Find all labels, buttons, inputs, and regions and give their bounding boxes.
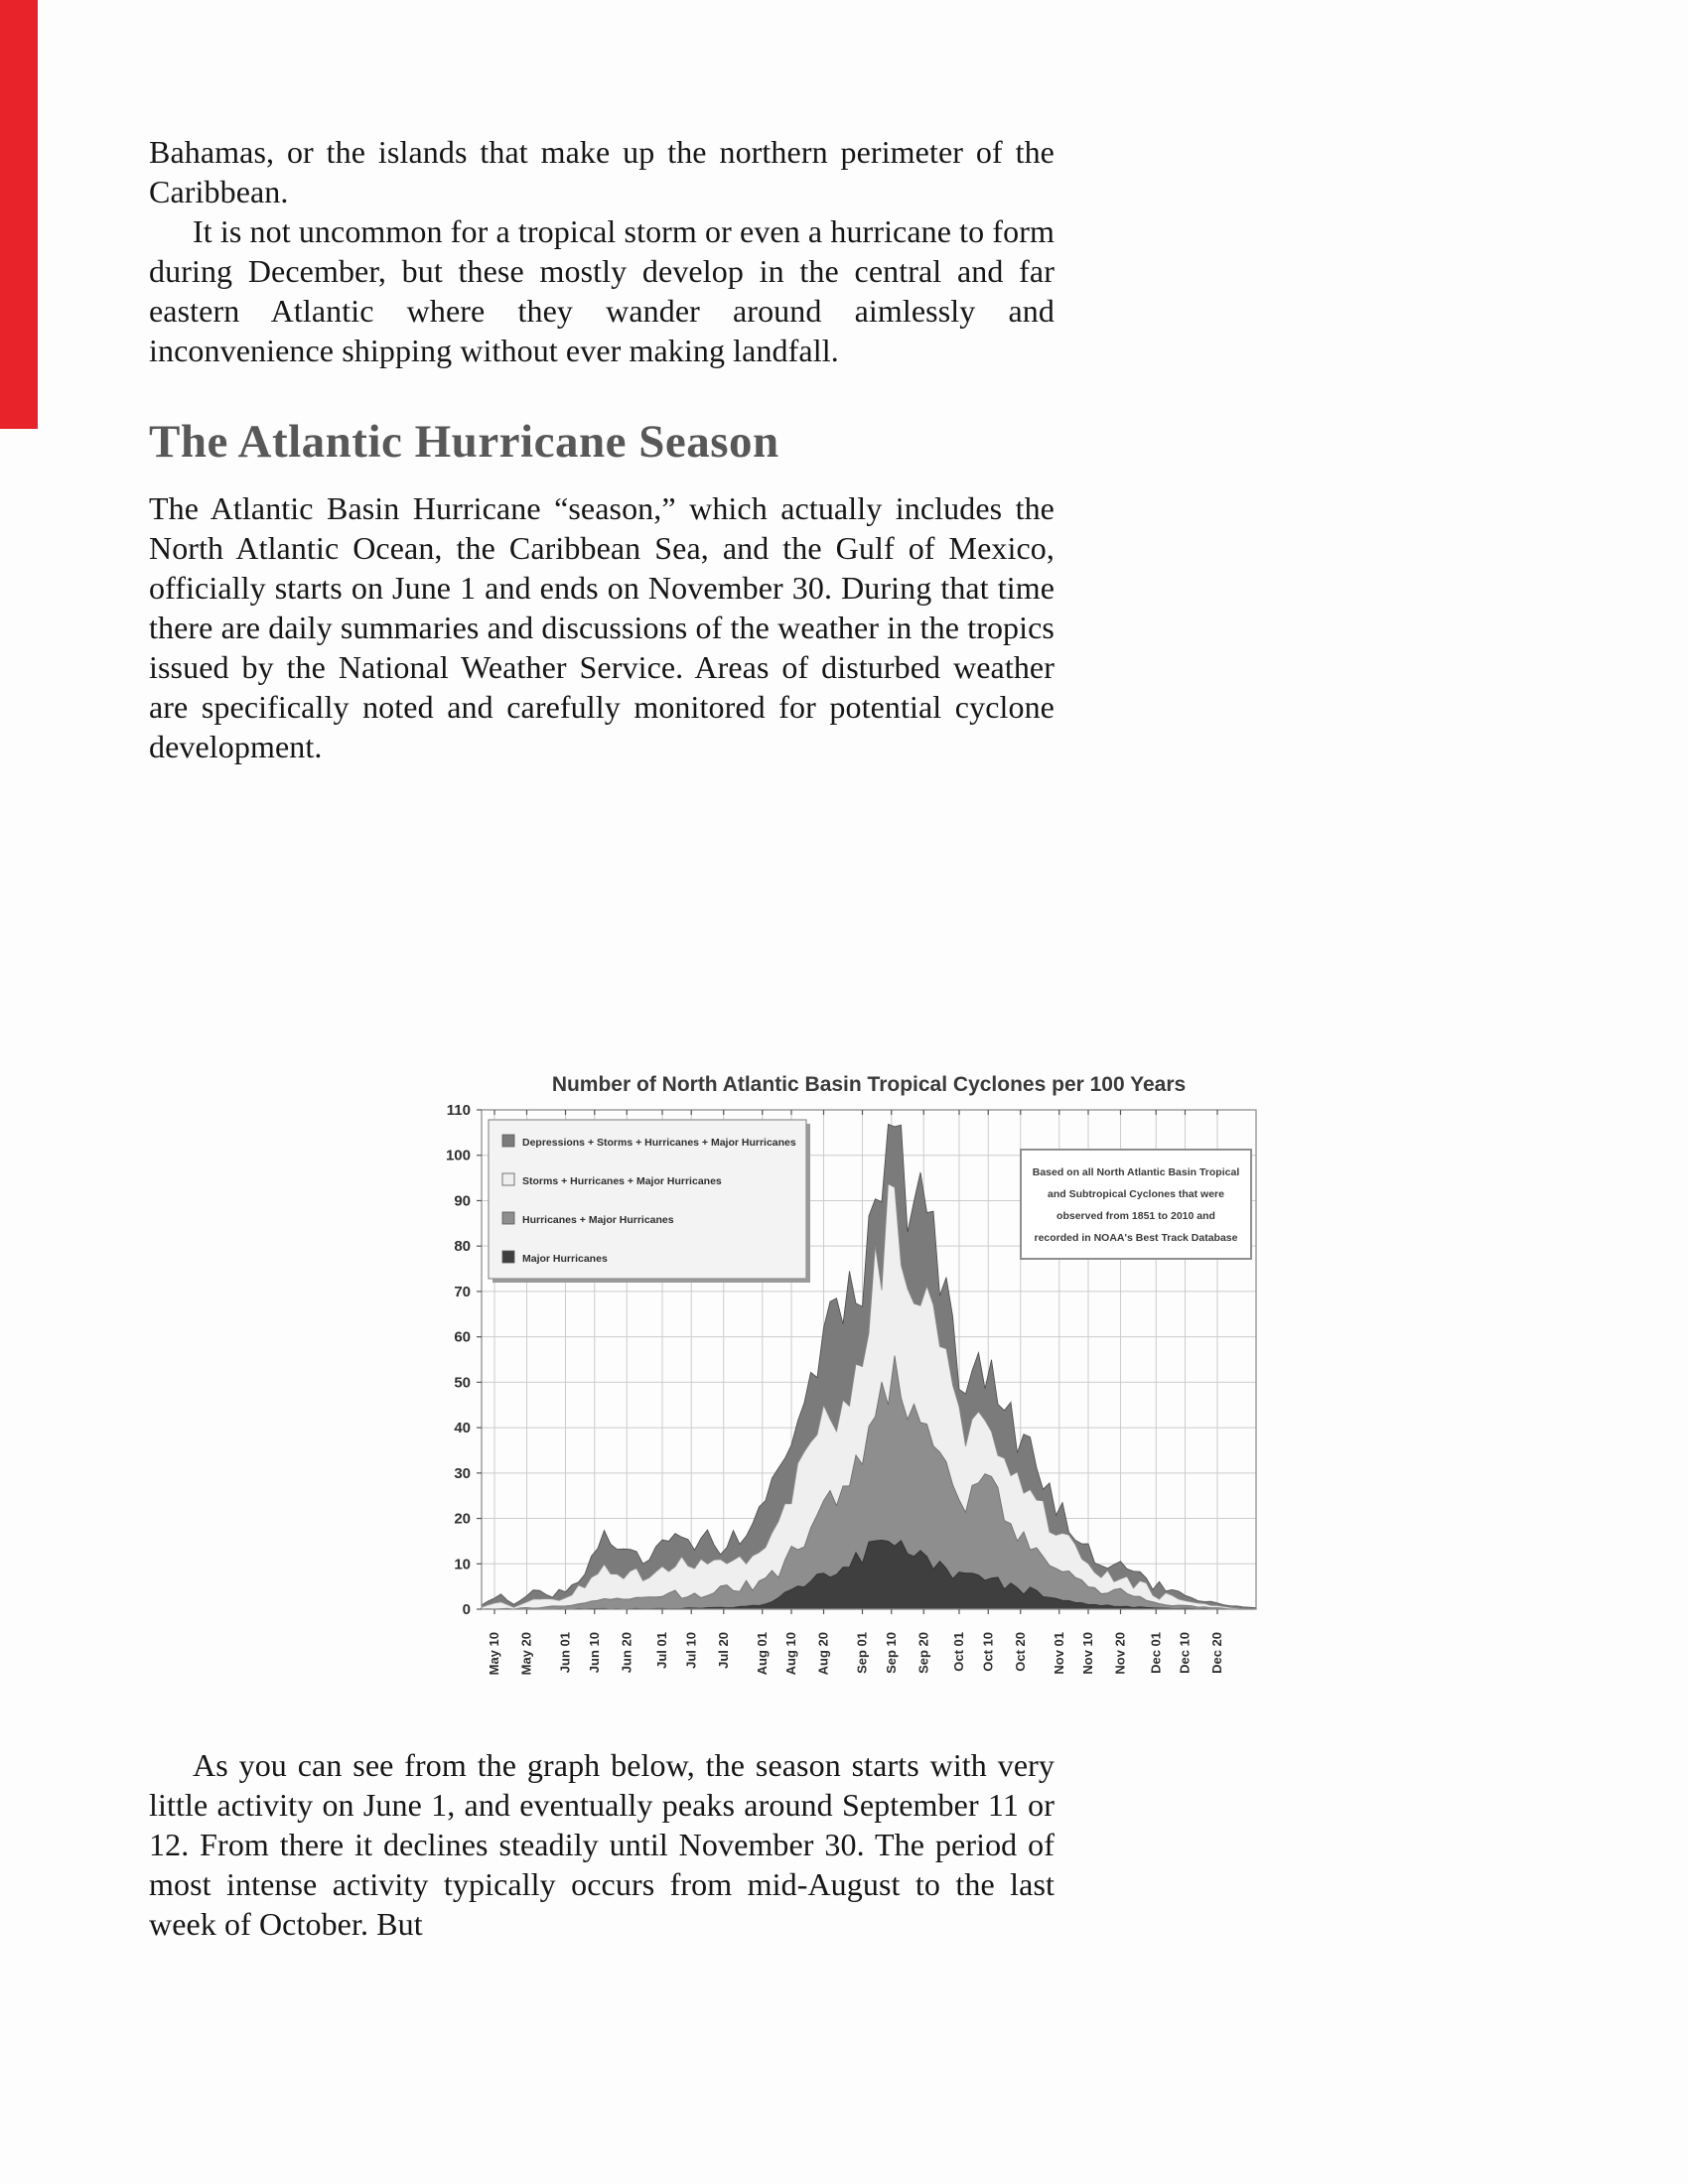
svg-text:Aug 01: Aug 01 [755,1632,770,1675]
svg-text:10: 10 [454,1556,471,1572]
paragraph-december-storms: It is not uncommon for a tropical storm … [149,213,1055,368]
svg-text:Sep 10: Sep 10 [884,1632,899,1674]
svg-text:Major Hurricanes: Major Hurricanes [522,1253,608,1265]
svg-text:Jul 10: Jul 10 [683,1632,698,1669]
svg-text:May 10: May 10 [487,1632,501,1675]
svg-text:Nov 10: Nov 10 [1080,1632,1095,1675]
svg-text:20: 20 [454,1511,471,1528]
svg-text:60: 60 [454,1329,471,1346]
svg-text:Sep 20: Sep 20 [915,1632,930,1674]
svg-text:Jun 01: Jun 01 [558,1632,573,1673]
svg-text:Jul 20: Jul 20 [716,1632,731,1669]
svg-text:Dec 20: Dec 20 [1209,1632,1224,1674]
svg-text:50: 50 [454,1374,471,1391]
svg-text:90: 90 [454,1192,471,1209]
paragraph-bahamas: Bahamas, or the islands that make up the… [149,134,1055,209]
svg-text:Storms + Hurricanes + Major Hu: Storms + Hurricanes + Major Hurricanes [522,1175,722,1187]
svg-text:40: 40 [454,1420,471,1436]
svg-text:Number of North Atlantic Basin: Number of North Atlantic Basin Tropical … [552,1073,1186,1096]
svg-text:Jun 20: Jun 20 [619,1632,633,1673]
svg-text:recorded in NOAA's Best Track: recorded in NOAA's Best Track Database [1035,1232,1238,1244]
svg-text:0: 0 [463,1601,471,1618]
svg-text:Oct 10: Oct 10 [980,1632,995,1672]
svg-text:Oct 01: Oct 01 [951,1632,966,1672]
svg-text:Aug 10: Aug 10 [783,1632,798,1675]
svg-text:Aug 20: Aug 20 [816,1632,831,1675]
paragraph-season-summary: As you can see from the graph below, the… [149,1747,1055,1942]
svg-text:Based on all North Atlantic Ba: Based on all North Atlantic Basin Tropic… [1033,1166,1240,1178]
svg-text:and Subtropical Cyclones that: and Subtropical Cyclones that were [1048,1188,1224,1200]
svg-text:Nov 20: Nov 20 [1113,1632,1128,1675]
svg-text:80: 80 [454,1238,471,1255]
svg-text:110: 110 [447,1102,471,1119]
svg-text:Jul 01: Jul 01 [654,1632,669,1669]
svg-text:Depressions + Storms + Hurrica: Depressions + Storms + Hurricanes + Majo… [522,1137,796,1149]
svg-text:Nov 01: Nov 01 [1052,1632,1066,1675]
svg-text:100: 100 [446,1148,471,1164]
svg-text:Dec 01: Dec 01 [1148,1632,1163,1674]
svg-text:Oct 20: Oct 20 [1013,1632,1028,1672]
section-heading: The Atlantic Hurricane Season [149,416,779,468]
svg-text:May 20: May 20 [519,1632,534,1675]
paragraph-season-definition: The Atlantic Basin Hurricane “season,” w… [149,490,1055,764]
svg-text:30: 30 [454,1465,471,1482]
bookmark-ribbon[interactable] [0,0,38,429]
svg-text:Jun 10: Jun 10 [587,1632,602,1673]
svg-text:Sep 01: Sep 01 [855,1632,870,1674]
cyclone-chart: Number of North Atlantic Basin Tropical … [446,1073,1257,1675]
svg-text:observed from 1851 to 2010 and: observed from 1851 to 2010 and [1056,1210,1215,1222]
svg-text:70: 70 [454,1284,471,1300]
svg-text:Dec 10: Dec 10 [1178,1632,1193,1674]
cyclone-chart-figure: Number of North Atlantic Basin Tropical … [328,1064,1261,1709]
svg-text:Hurricanes + Major Hurricanes: Hurricanes + Major Hurricanes [522,1214,674,1226]
